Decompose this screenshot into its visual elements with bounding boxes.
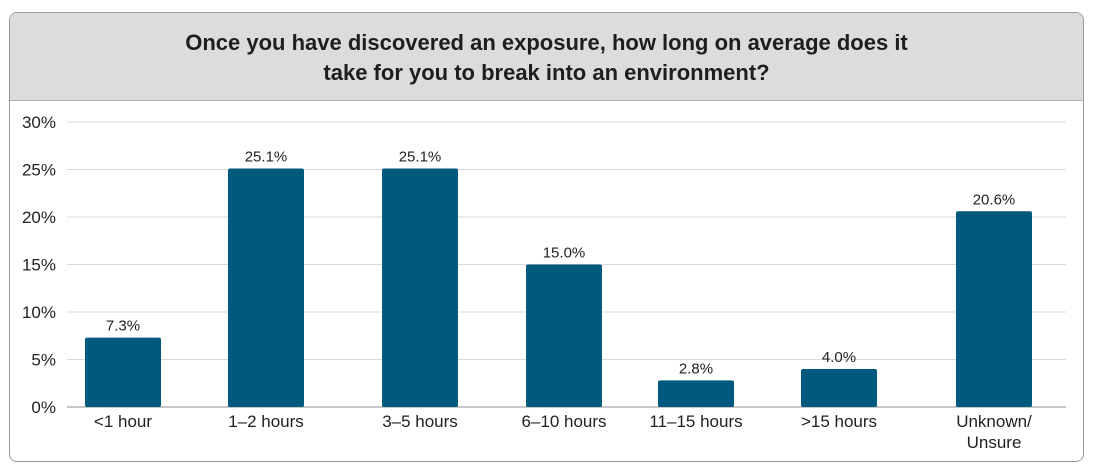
x-axis-ticks: <1 hour 1–2 hours 3–5 hours 6–10 hours 11–15… — [94, 412, 1032, 452]
y-tick-label: 10% — [22, 303, 56, 322]
data-label: 25.1% — [245, 149, 288, 166]
bar — [801, 369, 877, 407]
x-tick-label: <1 hour — [94, 412, 152, 431]
chart-title-bar: Once you have discovered an exposure, ho… — [10, 13, 1083, 101]
y-axis-ticks: 0% 5% 10% 15% 20% 25% 30% — [22, 113, 56, 417]
bars — [85, 168, 1032, 407]
data-label: 20.6% — [973, 191, 1016, 208]
data-label: 4.0% — [822, 349, 856, 366]
data-label: 25.1% — [399, 149, 442, 166]
y-tick-label: 0% — [31, 398, 56, 417]
x-tick-label: 3–5 hours — [382, 412, 458, 431]
data-label: 2.8% — [679, 360, 713, 377]
data-labels: 7.3% 25.1% 25.1% 15.0% 2.8% 4.0% 20.6% — [106, 149, 1015, 378]
y-tick-label: 5% — [31, 351, 56, 370]
y-tick-label: 20% — [22, 208, 56, 227]
data-label: 7.3% — [106, 318, 140, 335]
bar — [85, 337, 161, 407]
x-tick-label: 11–15 hours — [649, 412, 742, 431]
bar — [956, 211, 1032, 407]
y-tick-label: 25% — [22, 161, 56, 180]
chart-card: Once you have discovered an exposure, ho… — [9, 12, 1084, 462]
bar — [228, 168, 304, 407]
bar — [658, 380, 734, 407]
x-tick-label: 6–10 hours — [521, 412, 606, 431]
data-label: 15.0% — [543, 245, 586, 262]
chart-title: Once you have discovered an exposure, ho… — [185, 29, 908, 85]
x-tick-label: >15 hours — [801, 412, 877, 431]
bar — [526, 264, 602, 407]
x-tick-label: Unknown/Unsure — [956, 412, 1032, 452]
x-tick-label: 1–2 hours — [228, 412, 304, 431]
y-tick-label: 30% — [22, 113, 56, 132]
bar — [382, 168, 458, 407]
y-tick-label: 15% — [22, 256, 56, 275]
